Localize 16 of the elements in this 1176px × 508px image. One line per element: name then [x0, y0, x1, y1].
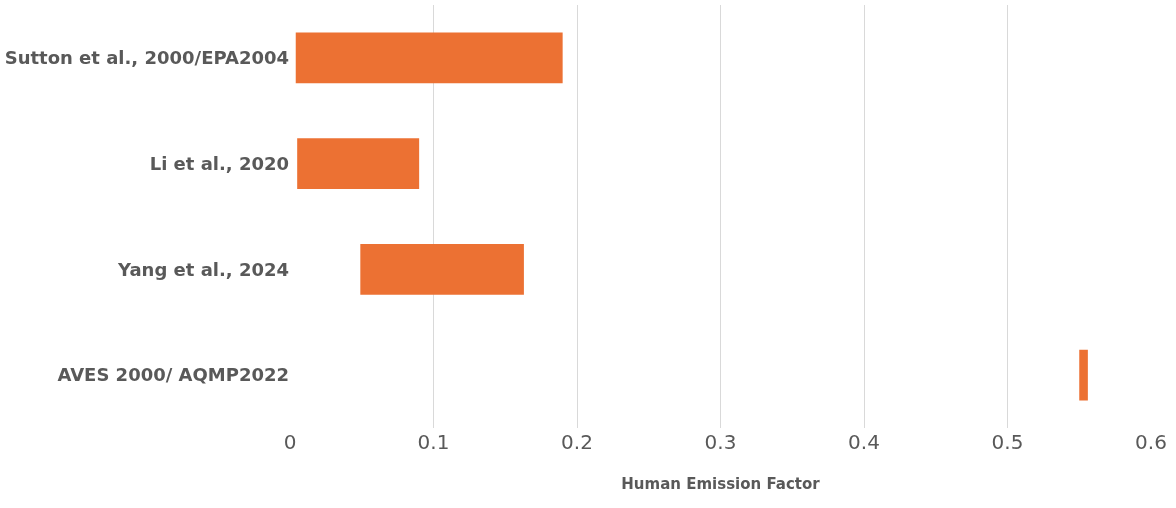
- y-tick-label: Yang et al., 2024: [117, 258, 289, 280]
- x-tick-label: 0.3: [704, 430, 737, 454]
- bar: [295, 32, 563, 84]
- bar: [360, 244, 524, 295]
- x-tick-label: 0.5: [991, 430, 1024, 454]
- bar: [297, 138, 420, 190]
- y-tick-label: Sutton et al., 2000/EPA2004: [4, 47, 289, 69]
- y-tick-label: AVES 2000/ AQMP2022: [57, 364, 289, 386]
- x-tick-label: 0: [283, 430, 297, 454]
- x-tick-label: 0.1: [417, 430, 450, 454]
- bar: [1079, 349, 1088, 401]
- x-axis-title: Human Emission Factor: [621, 475, 821, 493]
- y-tick-label: Li et al., 2020: [149, 152, 289, 174]
- x-tick-label: 0.4: [848, 430, 880, 454]
- x-tick-label: 0.6: [1135, 430, 1167, 454]
- x-tick-label: 0.2: [561, 430, 593, 454]
